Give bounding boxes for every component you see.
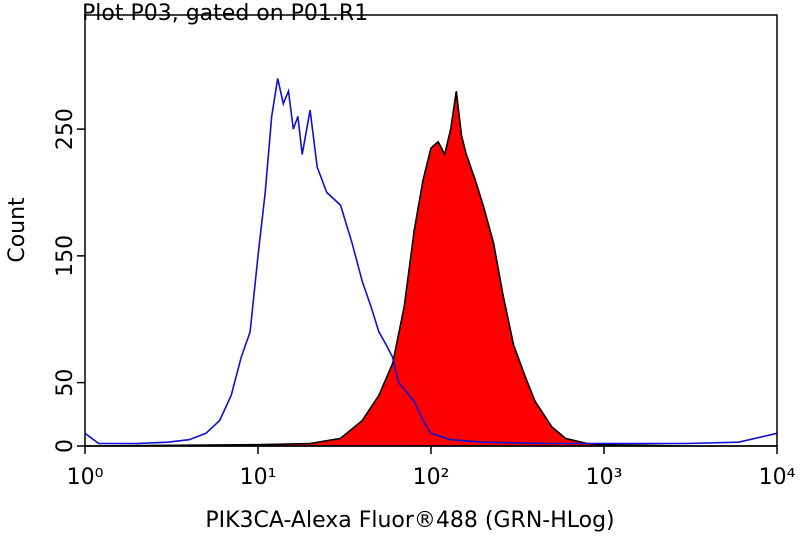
y-tick-label: 250 [53,108,78,150]
y-tick-label: 150 [53,235,78,277]
y-axis-label: Count [5,197,30,263]
x-axis-label: PIK3CA-Alexa Fluor®488 (GRN-HLog) [205,508,614,533]
chart-title: Plot P03, gated on P01.R1 [82,1,368,26]
x-tick-label: 10⁴ [759,465,796,490]
x-tick-label: 10² [413,465,450,490]
histogram-line [84,78,778,445]
x-tick-label: 10³ [586,465,623,490]
histogram-area [84,90,777,447]
x-tick-label: 10⁰ [67,465,104,490]
y-tick-label: 0 [53,439,78,453]
x-tick-label: 10¹ [240,465,277,490]
y-tick-label: 50 [53,369,78,397]
